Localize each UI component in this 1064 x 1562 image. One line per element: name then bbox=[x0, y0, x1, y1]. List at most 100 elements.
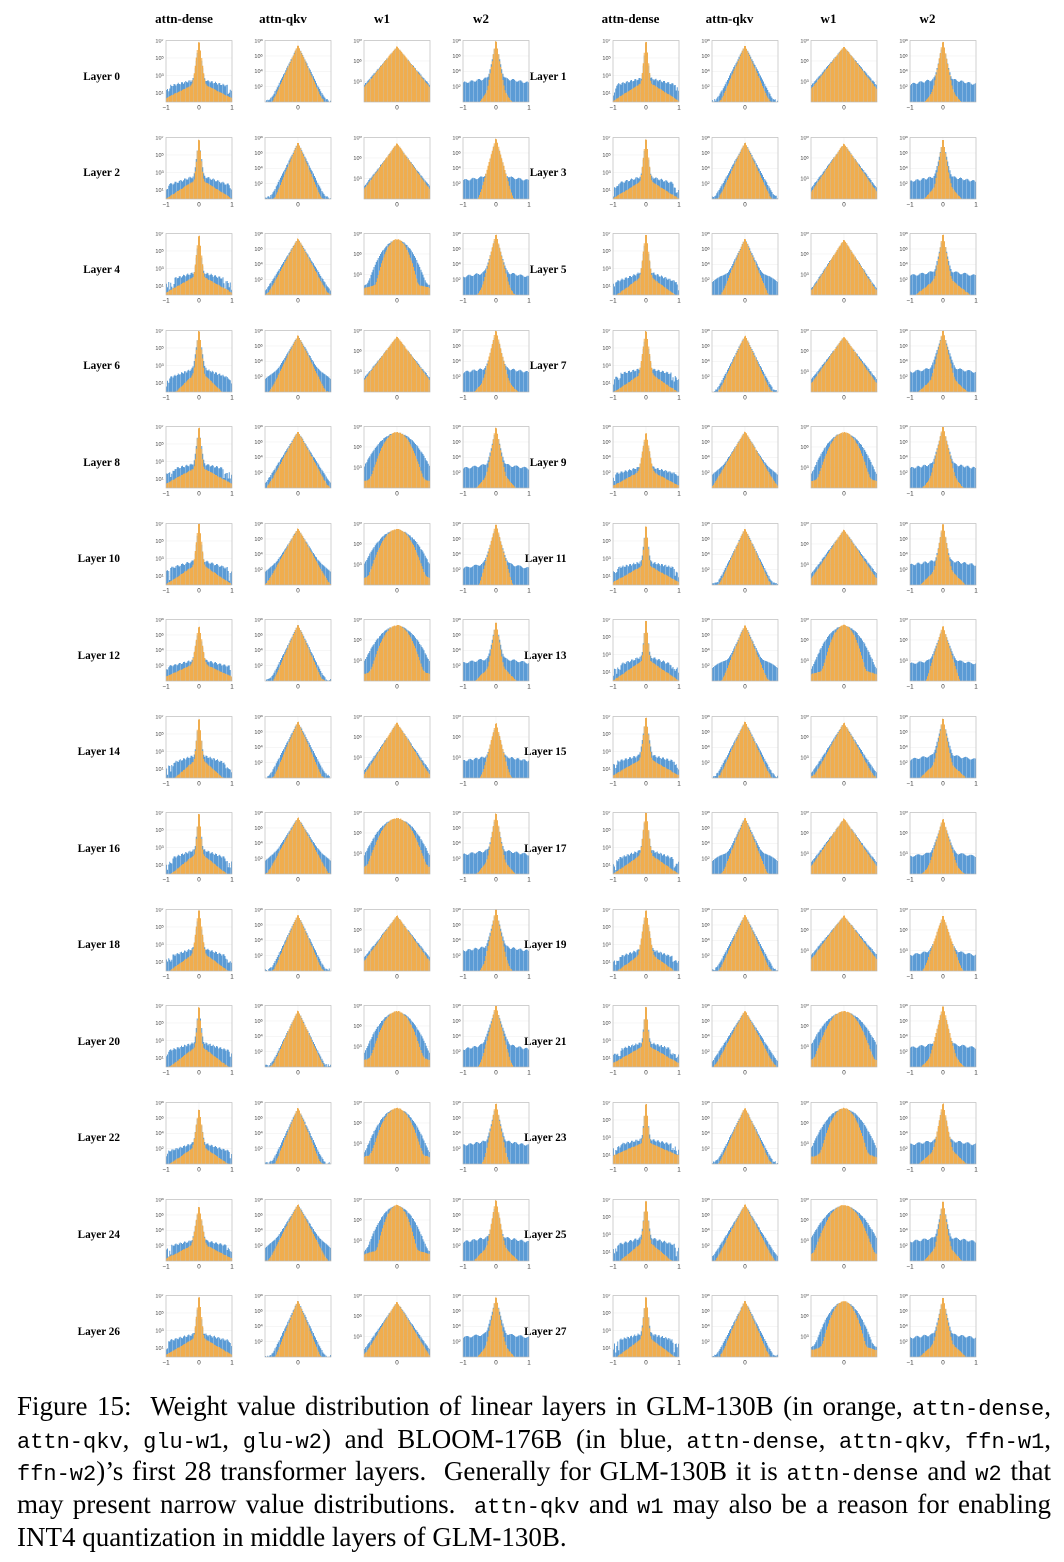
svg-text:101: 101 bbox=[602, 90, 611, 98]
svg-text:107: 107 bbox=[155, 136, 164, 141]
svg-text:102: 102 bbox=[899, 83, 908, 91]
svg-text:109: 109 bbox=[353, 39, 362, 44]
svg-text:−1: −1 bbox=[609, 1166, 617, 1173]
svg-text:104: 104 bbox=[701, 1226, 710, 1234]
svg-text:−1: −1 bbox=[162, 201, 170, 208]
svg-text:102: 102 bbox=[254, 566, 263, 574]
svg-text:106: 106 bbox=[701, 728, 710, 736]
svg-text:106: 106 bbox=[254, 1211, 263, 1219]
svg-text:102: 102 bbox=[254, 952, 263, 960]
svg-text:0: 0 bbox=[842, 1263, 846, 1270]
svg-text:108: 108 bbox=[254, 1101, 263, 1106]
svg-text:0: 0 bbox=[644, 877, 648, 884]
svg-text:104: 104 bbox=[899, 261, 908, 269]
svg-text:108: 108 bbox=[899, 1198, 908, 1203]
svg-text:1: 1 bbox=[974, 201, 978, 208]
svg-text:0: 0 bbox=[941, 1070, 945, 1077]
svg-text:0: 0 bbox=[941, 587, 945, 594]
svg-text:109: 109 bbox=[800, 522, 809, 527]
svg-text:109: 109 bbox=[353, 232, 362, 237]
svg-text:103: 103 bbox=[800, 78, 809, 86]
svg-text:106: 106 bbox=[701, 631, 710, 639]
svg-text:−1: −1 bbox=[459, 973, 467, 980]
svg-text:0: 0 bbox=[644, 683, 648, 690]
svg-text:104: 104 bbox=[701, 357, 710, 365]
svg-text:102: 102 bbox=[452, 1242, 461, 1250]
svg-text:102: 102 bbox=[452, 1048, 461, 1056]
svg-text:104: 104 bbox=[701, 743, 710, 751]
svg-text:0: 0 bbox=[743, 1359, 747, 1366]
svg-text:104: 104 bbox=[452, 68, 461, 76]
svg-text:0: 0 bbox=[296, 297, 300, 304]
svg-text:106: 106 bbox=[701, 52, 710, 60]
svg-text:106: 106 bbox=[452, 438, 461, 446]
svg-text:104: 104 bbox=[155, 1226, 164, 1234]
svg-text:−1: −1 bbox=[609, 683, 617, 690]
svg-text:106: 106 bbox=[800, 926, 809, 934]
svg-text:101: 101 bbox=[602, 958, 611, 966]
svg-text:106: 106 bbox=[254, 1114, 263, 1122]
svg-text:102: 102 bbox=[701, 855, 710, 863]
svg-text:103: 103 bbox=[800, 1333, 809, 1341]
svg-text:102: 102 bbox=[899, 373, 908, 381]
svg-text:104: 104 bbox=[899, 1129, 908, 1137]
svg-text:107: 107 bbox=[602, 232, 611, 237]
svg-text:102: 102 bbox=[452, 1145, 461, 1153]
svg-text:104: 104 bbox=[155, 647, 164, 655]
svg-text:102: 102 bbox=[254, 469, 263, 477]
svg-text:1: 1 bbox=[677, 780, 681, 787]
svg-text:107: 107 bbox=[155, 232, 164, 237]
svg-text:108: 108 bbox=[452, 522, 461, 527]
svg-text:103: 103 bbox=[353, 1236, 362, 1244]
svg-text:101: 101 bbox=[155, 476, 164, 484]
svg-text:0: 0 bbox=[296, 1263, 300, 1270]
svg-text:106: 106 bbox=[353, 733, 362, 741]
svg-text:107: 107 bbox=[155, 715, 164, 720]
svg-text:106: 106 bbox=[701, 921, 710, 929]
svg-text:1: 1 bbox=[974, 683, 978, 690]
svg-text:108: 108 bbox=[899, 136, 908, 141]
svg-text:1: 1 bbox=[677, 394, 681, 401]
svg-text:0: 0 bbox=[743, 1263, 747, 1270]
svg-text:104: 104 bbox=[701, 550, 710, 558]
svg-text:0: 0 bbox=[494, 490, 498, 497]
svg-text:105: 105 bbox=[602, 827, 611, 835]
svg-text:108: 108 bbox=[452, 1294, 461, 1299]
svg-text:109: 109 bbox=[353, 811, 362, 816]
svg-text:0: 0 bbox=[494, 297, 498, 304]
svg-text:106: 106 bbox=[701, 535, 710, 543]
svg-text:109: 109 bbox=[353, 1004, 362, 1009]
svg-text:103: 103 bbox=[602, 169, 611, 177]
svg-text:106: 106 bbox=[254, 1307, 263, 1315]
svg-text:103: 103 bbox=[800, 271, 809, 279]
svg-text:103: 103 bbox=[353, 367, 362, 375]
svg-text:−1: −1 bbox=[162, 877, 170, 884]
svg-text:−1: −1 bbox=[609, 587, 617, 594]
svg-text:103: 103 bbox=[353, 850, 362, 858]
svg-text:106: 106 bbox=[254, 438, 263, 446]
svg-text:106: 106 bbox=[254, 342, 263, 350]
svg-text:104: 104 bbox=[254, 1323, 263, 1331]
svg-text:−1: −1 bbox=[459, 1166, 467, 1173]
svg-text:1: 1 bbox=[677, 1359, 681, 1366]
svg-text:101: 101 bbox=[155, 958, 164, 966]
svg-text:0: 0 bbox=[842, 683, 846, 690]
svg-text:1: 1 bbox=[677, 973, 681, 980]
svg-text:0: 0 bbox=[296, 1359, 300, 1366]
svg-text:106: 106 bbox=[353, 1312, 362, 1320]
svg-text:104: 104 bbox=[254, 743, 263, 751]
svg-text:107: 107 bbox=[602, 136, 611, 141]
svg-text:103: 103 bbox=[800, 1043, 809, 1051]
svg-text:1: 1 bbox=[230, 877, 234, 884]
svg-text:106: 106 bbox=[155, 631, 164, 639]
svg-text:105: 105 bbox=[155, 1309, 164, 1317]
svg-text:0: 0 bbox=[197, 1263, 201, 1270]
svg-text:1: 1 bbox=[974, 1359, 978, 1366]
svg-text:0: 0 bbox=[842, 1070, 846, 1077]
svg-text:107: 107 bbox=[602, 329, 611, 334]
svg-text:106: 106 bbox=[452, 825, 461, 833]
svg-text:−1: −1 bbox=[609, 1359, 617, 1366]
svg-text:103: 103 bbox=[800, 464, 809, 472]
svg-text:0: 0 bbox=[197, 587, 201, 594]
svg-text:104: 104 bbox=[701, 68, 710, 76]
